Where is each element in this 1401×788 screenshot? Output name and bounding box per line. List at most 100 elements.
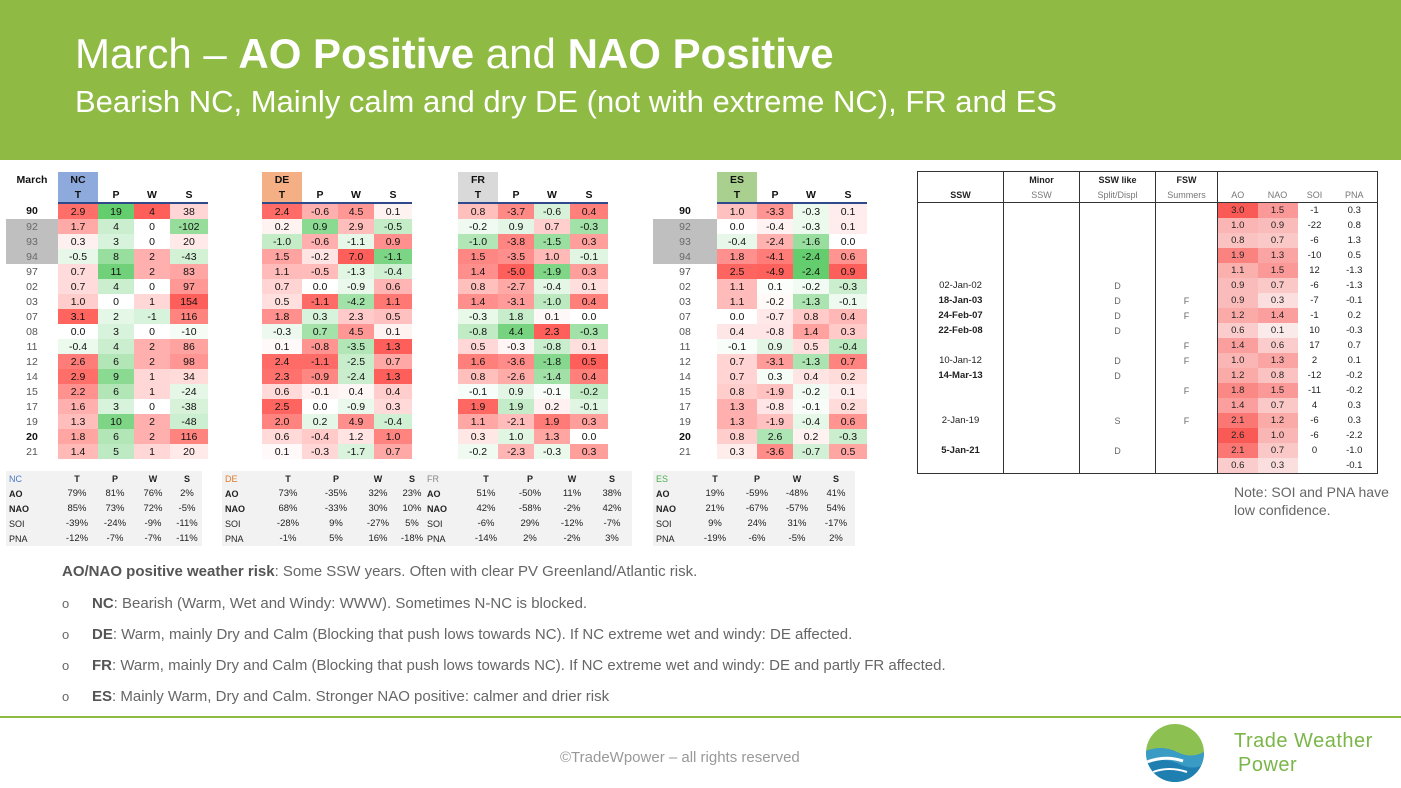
stats-value: -9% — [134, 516, 172, 531]
stats-row: SOI -28% 9% -27% 5% — [222, 516, 426, 531]
cell: -0.8 — [534, 339, 570, 354]
cell: 5 — [98, 444, 134, 459]
cell: 0.0 — [58, 324, 98, 339]
cell: -1.1 — [302, 294, 338, 309]
cell: -38 — [170, 399, 208, 414]
ssw-cell: 0.7 — [1257, 278, 1298, 293]
ssw-cell: 0.3 — [1257, 458, 1298, 474]
ssw-cell: 1.4 — [1217, 338, 1258, 353]
cell: -0.3 — [262, 324, 302, 339]
cell: 2.9 — [338, 219, 374, 234]
cell: 0.1 — [534, 309, 570, 324]
table-row: 1.5 -0.2 7.0 -1.1 — [262, 249, 412, 264]
stats-value: 79% — [58, 486, 96, 501]
year-label: 02 — [26, 280, 38, 293]
cell: -0.4 — [793, 414, 829, 429]
ssw-row: 24-Feb-07 D F 1.2 1.4 -1 0.2 — [918, 308, 1378, 323]
cell: 0.3 — [757, 369, 793, 384]
year-label: 97 — [679, 265, 691, 278]
stats-value: 21% — [693, 501, 737, 516]
cell: 1.1 — [717, 294, 757, 309]
ssw-cell: 0.1 — [1257, 323, 1298, 338]
cell: -0.3 — [829, 279, 867, 294]
table-row: 12 0.7 -3.1 -1.3 0.7 — [653, 354, 867, 369]
ssw-header-top — [1258, 172, 1298, 188]
table-row: 0.5 -0.3 -0.8 0.1 — [458, 339, 608, 354]
cell: 0.0 — [717, 219, 757, 234]
cell: 0.9 — [374, 234, 412, 249]
cell: 0.7 — [58, 264, 98, 279]
stats-value: 30% — [358, 501, 398, 516]
col-header: W — [534, 187, 570, 204]
cell: -0.8 — [757, 399, 793, 414]
cell: -3.3 — [757, 203, 793, 219]
cell: 0.1 — [262, 444, 302, 459]
cell: 1.5 — [262, 249, 302, 264]
ssw-cell: -0.1 — [1346, 460, 1363, 471]
year-label: 11 — [679, 340, 691, 353]
ssw-cell: 1.2 — [1257, 413, 1298, 428]
cell: -3.1 — [757, 354, 793, 369]
stats-row: AO 79% 81% 76% 2% — [6, 486, 202, 501]
ssw-cell: 12 — [1309, 265, 1320, 276]
table-row: 1.5 -3.5 1.0 -0.1 — [458, 249, 608, 264]
ssw-table: Minor SSW like FSW SSW SSW Split/Displ Summers… — [917, 171, 1378, 474]
region-name: DE — [262, 172, 302, 187]
stats-value: -2% — [552, 531, 592, 546]
cell: 0.7 — [717, 354, 757, 369]
year-label: 97 — [26, 265, 38, 278]
cell: 1.8 — [262, 309, 302, 324]
stats-row: NAO 42% -58% -2% 42% — [424, 501, 632, 516]
ssw-cell: -6 — [1310, 415, 1319, 426]
year-label: 90 — [26, 205, 38, 217]
stats-label: NAO — [222, 501, 262, 516]
cell: 0.6 — [829, 414, 867, 429]
ssw-cell — [918, 218, 1004, 233]
stats-value: 38% — [592, 486, 632, 501]
cell: 2 — [134, 414, 170, 429]
ssw-cell: 1.2 — [1217, 308, 1258, 323]
ssw-cell — [1155, 278, 1218, 293]
cell: 0.9 — [757, 339, 793, 354]
cell: 1.9 — [458, 399, 498, 414]
cell: -4.2 — [338, 294, 374, 309]
ssw-cell: 1.3 — [1347, 235, 1361, 246]
cell: 1.0 — [374, 429, 412, 444]
stats-value: -12% — [552, 516, 592, 531]
cell: -0.8 — [302, 339, 338, 354]
cell: -1 — [134, 309, 170, 324]
ssw-row: 10-Jan-12 D F 1.0 1.3 2 0.1 — [918, 353, 1378, 368]
region-grid-es: ES T P W S 90 1.0 -3.3 -0.3 0.1 92 0.0 -0.4 -0.3 0.1 93… — [653, 172, 867, 459]
cell: 0 — [134, 219, 170, 234]
stats-label: AO — [222, 486, 262, 501]
cell: 1 — [134, 444, 170, 459]
trade-weather-power-logo — [1146, 724, 1204, 782]
table-row: 2.4 -1.1 -2.5 0.7 — [262, 354, 412, 369]
ssw-row: 1.1 1.5 12 -1.3 — [918, 263, 1378, 278]
stats-value: -24% — [96, 516, 134, 531]
stats-header: T — [262, 471, 314, 486]
cell: 1.1 — [374, 294, 412, 309]
stats-value: 31% — [777, 516, 817, 531]
cell: 0.3 — [302, 309, 338, 324]
ssw-cell: D — [1079, 323, 1156, 338]
stats-header: P — [737, 471, 777, 486]
ssw-cell: 2 — [1311, 355, 1318, 366]
table-row: 0.6 -0.4 1.2 1.0 — [262, 429, 412, 444]
stats-header: W — [552, 471, 592, 486]
ssw-cell: 0.7 — [1347, 340, 1361, 351]
stats-value: -7% — [134, 531, 172, 546]
ssw-cell — [1155, 233, 1218, 248]
cell: -0.9 — [338, 279, 374, 294]
cell: -0.3 — [458, 309, 498, 324]
ssw-cell: F — [1155, 413, 1218, 428]
year-label: 12 — [679, 355, 691, 368]
cell: 0.8 — [458, 369, 498, 384]
cell: 0 — [134, 234, 170, 249]
cell: 0.2 — [262, 219, 302, 234]
cell: 0.6 — [262, 429, 302, 444]
stats-value: 68% — [262, 501, 314, 516]
cell: -0.1 — [717, 339, 757, 354]
cell: -48 — [170, 414, 208, 429]
cell: 2.5 — [262, 399, 302, 414]
